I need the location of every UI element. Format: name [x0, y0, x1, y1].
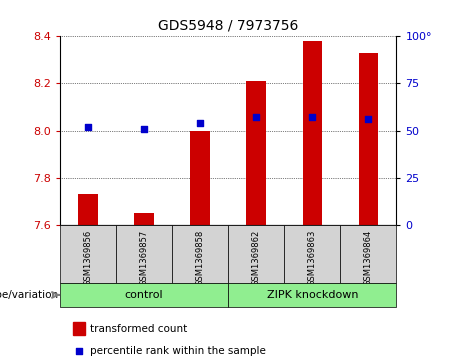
Point	[196, 120, 204, 126]
Bar	[340, 225, 396, 283]
Bar	[228, 225, 284, 283]
Bar	[284, 225, 340, 283]
Point	[76, 348, 83, 354]
Text: control: control	[125, 290, 163, 300]
Bar	[190, 131, 210, 225]
Point	[309, 115, 316, 121]
Text: GSM1369862: GSM1369862	[252, 230, 261, 286]
Bar	[134, 213, 154, 225]
Bar	[302, 41, 322, 225]
Bar	[60, 225, 116, 283]
Bar	[172, 225, 228, 283]
Text: GSM1369857: GSM1369857	[140, 230, 148, 286]
Bar	[228, 283, 396, 307]
Text: GSM1369864: GSM1369864	[364, 230, 373, 286]
Text: GSM1369856: GSM1369856	[83, 230, 93, 286]
Bar	[116, 225, 172, 283]
Text: GSM1369858: GSM1369858	[195, 230, 205, 286]
Text: percentile rank within the sample: percentile rank within the sample	[90, 346, 266, 356]
Bar	[247, 81, 266, 225]
Title: GDS5948 / 7973756: GDS5948 / 7973756	[158, 19, 298, 32]
Point	[84, 124, 92, 130]
Bar	[359, 53, 378, 225]
Text: ZIPK knockdown: ZIPK knockdown	[266, 290, 358, 300]
Point	[253, 115, 260, 121]
Text: genotype/variation: genotype/variation	[0, 290, 59, 300]
Text: GSM1369863: GSM1369863	[308, 230, 317, 286]
Bar	[78, 194, 98, 225]
Text: transformed count: transformed count	[90, 324, 188, 334]
Bar	[60, 283, 228, 307]
Point	[365, 117, 372, 122]
Point	[140, 126, 148, 132]
Bar	[73, 322, 85, 335]
